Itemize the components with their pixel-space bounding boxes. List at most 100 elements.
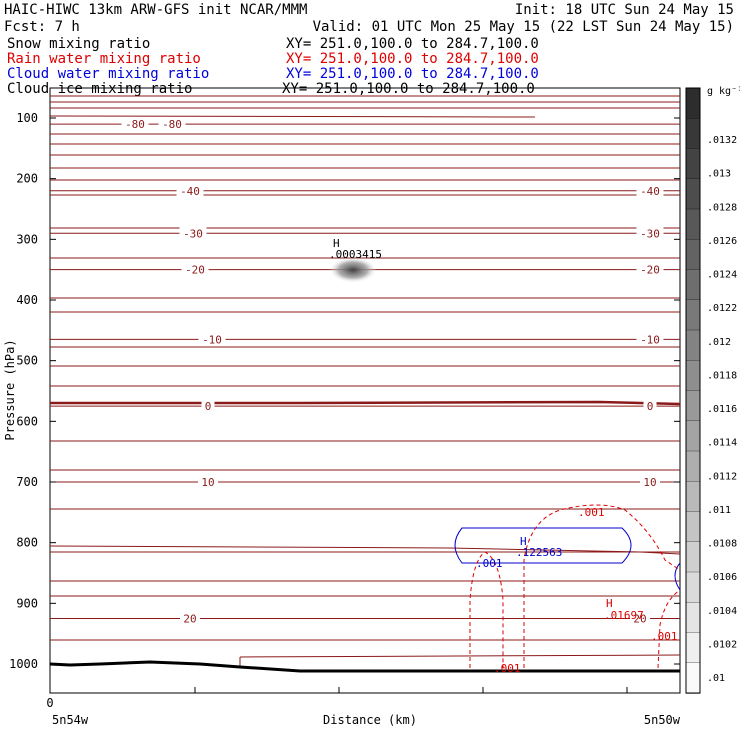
y-tick-label: 200 [16,172,38,186]
rain-max-value: .01697 [604,609,644,622]
contour-bend [49,545,681,555]
contour-label-bg [198,333,226,346]
x-start-label: 0 [46,696,53,710]
cloud-water-label: .001 [476,557,503,570]
field-rain-label: Rain water mixing ratio [7,51,201,67]
y-tick-label: 700 [16,475,38,489]
contour-label: -20 [640,264,660,277]
colorbar-step [685,208,701,240]
colorbar-step [685,87,701,119]
contour-label-bg [636,263,664,276]
contour-label: -30 [183,227,203,240]
contour-label: 20 [633,613,646,626]
colorbar-tick-label: .01 [707,673,725,684]
colorbar-step [685,178,701,210]
colorbar-step [685,662,701,694]
contour-label-bg [181,263,209,276]
colorbar-step [685,118,701,150]
snow-max-value: .0003415 [329,248,382,261]
contour-label: 0 [647,400,654,413]
colorbar: .0132 .013 .0128 .0126 .0124 .0122 .012 .0118 .0… [685,87,737,694]
contour-label-bg [643,400,657,413]
colorbar-tick-label: .0124 [707,270,737,281]
header-valid: Valid: 01 UTC Mon 25 May 15 (22 LST Sun … [313,19,734,35]
plot-frame [49,87,681,694]
y-axis-title: Pressure (hPa) [3,339,17,440]
header-title: HAIC-HIWC 13km ARW-GFS init NCAR/MMM [4,2,307,18]
colorbar-step [685,450,701,482]
contour-label: -40 [640,185,660,198]
colorbar-step [685,420,701,452]
colorbar-tick-label: .0112 [707,471,737,482]
colorbar-step [685,269,701,301]
y-tick-label: 600 [16,414,38,428]
contour-label: -40 [180,185,200,198]
contour-label-bg [636,184,664,197]
x-left-label: 5n54w [52,713,89,727]
contour-label: -10 [640,333,660,346]
field-cloudwater-xy: XY= 251.0,100.0 to 284.7,100.0 [286,66,539,82]
colorbar-tick-label: .0106 [707,572,737,583]
temperature-contour-lines [49,95,681,667]
y-tick-label: 100 [16,111,38,125]
contour-label-bg [630,612,650,625]
contour-label: 10 [643,476,656,489]
colorbar-tick-label: .0132 [707,135,737,146]
colorbar-tick-label: .0128 [707,202,737,213]
contour-label: 20 [183,613,196,626]
colorbar-step [685,299,701,331]
contour-label-bg [180,612,200,625]
colorbar-unit: g kg⁻¹ [707,86,740,97]
colorbar-step [685,511,701,543]
labeled-temperature-contours: -80 -80 -40 -40 -30 -30 -20 -20 -10 -10 0 0 10 10 20 20 [50,118,680,626]
colorbar-tick-label: .0114 [707,438,737,449]
colorbar-frame [685,87,701,694]
cloud-water-max-marker: H [520,535,527,548]
rain-water-contours [469,504,681,669]
snow-shading [329,257,377,283]
field-snow-xy: XY= 251.0,100.0 to 284.7,100.0 [286,36,539,52]
colorbar-tick-label: .0108 [707,539,737,550]
y-tick-label: 500 [16,354,38,368]
colorbar-tick-label: .0102 [707,639,737,650]
colorbar-tick-label: .0116 [707,404,737,415]
colorbar-step [685,329,701,361]
field-cloudwater-label: Cloud water mixing ratio [7,66,209,82]
contour-label-bg [201,400,215,413]
terrain-line [49,660,680,673]
contour-label-bg [121,118,149,131]
colorbar-tick-label: .013 [707,169,731,180]
cloud-water-contour [454,527,632,564]
contour-label-bg [176,184,204,197]
colorbar-tick-label: .0122 [707,303,737,314]
colorbar-step [685,148,701,180]
colorbar-step [685,481,701,513]
colorbar-step [685,239,701,271]
colorbar-step [685,602,701,634]
field-snow-label: Snow mixing ratio [7,36,150,52]
colorbar-step [685,571,701,603]
rain-label: .001 [651,630,678,643]
y-tick-label: 1000 [9,657,38,671]
contour-label: 10 [201,476,214,489]
cloud-water-contour-edge [674,562,681,591]
y-tick-label: 800 [16,536,38,550]
contour-label: 0 [205,400,212,413]
x-axis-title: Distance (km) [323,713,417,727]
contour-label-bg [158,118,186,131]
colorbar-tick-label: .0104 [707,606,737,617]
y-tick-label: 400 [16,293,38,307]
cloud-water-max-value: .122563 [516,546,562,559]
field-cloudice-xy: XY= 251.0,100.0 to 284.7,100.0 [282,81,535,97]
field-cloudice-label: Cloud ice mixing ratio [7,81,192,97]
colorbar-tick-label: .011 [707,505,731,516]
field-rain-xy: XY= 251.0,100.0 to 284.7,100.0 [286,51,539,67]
contour-label: -10 [202,333,222,346]
freezing-level-contour [50,400,681,406]
colorbar-step [685,541,701,573]
contour-label: -80 [125,118,145,131]
contour-label: -30 [640,227,660,240]
contour-label: -80 [162,118,182,131]
